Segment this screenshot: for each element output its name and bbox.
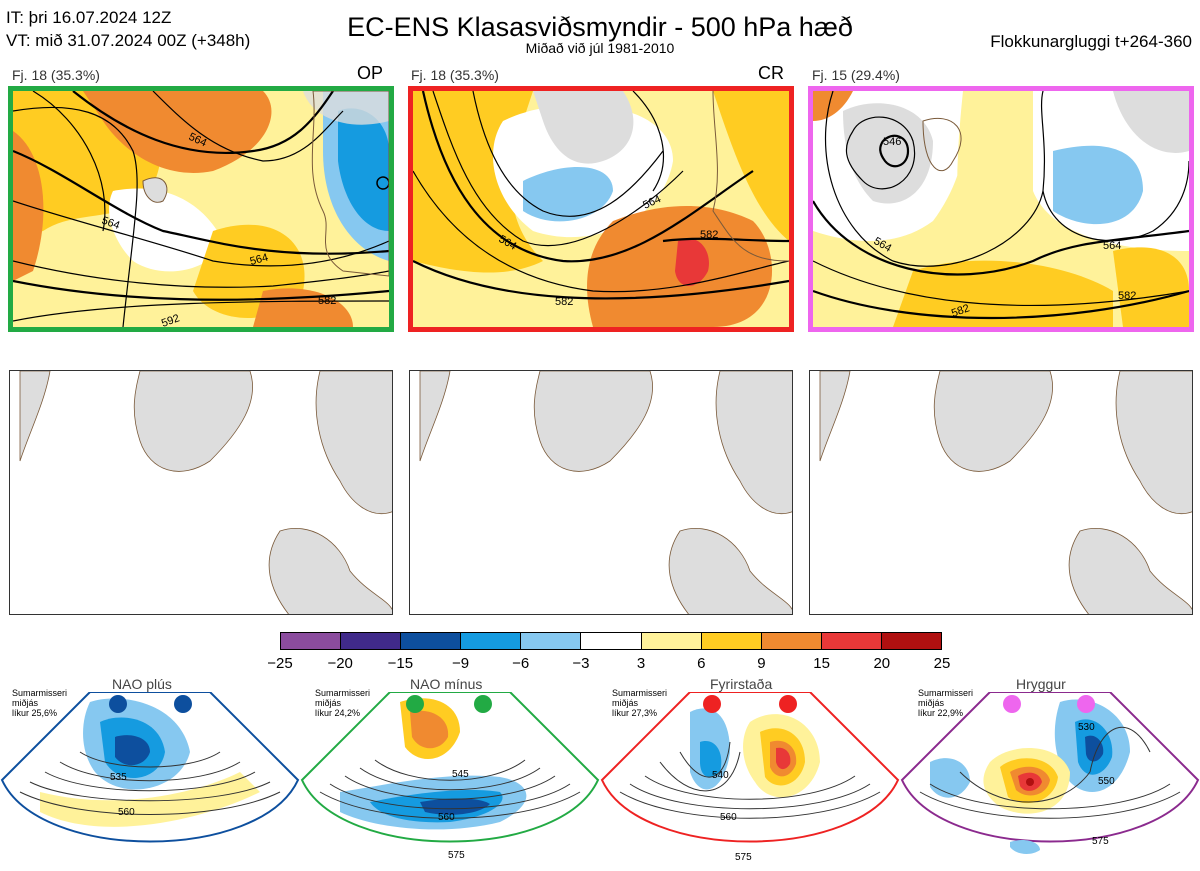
- colorbar-tick-label: 9: [757, 655, 766, 672]
- colorbar: [280, 632, 942, 650]
- regime-4-contour-label: 550: [1098, 776, 1115, 787]
- colorbar-tick-label: −3: [572, 655, 590, 672]
- regime-2-name: NAO mínus: [410, 676, 483, 692]
- colorbar-tick-label: −15: [387, 655, 414, 672]
- regimes-row: Sumarmisseri miðjás líkur 25,6% NAO plús…: [0, 672, 1200, 871]
- colorbar-tick-label: 15: [813, 655, 830, 672]
- regime-4-info: Sumarmisseri miðjás líkur 22,9%: [918, 688, 973, 718]
- regime-3-name: Fyrirstaða: [710, 676, 773, 692]
- cluster-1-tag: OP: [357, 63, 384, 83]
- regime-4-prob: líkur 22,9%: [918, 708, 964, 718]
- cluster-3-contour-label: 546: [883, 136, 901, 148]
- colorbar-segment: [641, 633, 702, 649]
- regime-1-contour-label: 535: [110, 772, 127, 783]
- colorbar-tick-label: 3: [636, 655, 646, 672]
- cluster-2-tag: CR: [758, 63, 784, 83]
- regime-1-mid: miðjás: [12, 698, 39, 708]
- regime-4-fan: 530 550 575: [900, 692, 1200, 854]
- colorbar-tick-label: 25: [933, 655, 951, 672]
- regime-3-fan: 540 560 575: [600, 692, 900, 863]
- colorbar-tick-label: 6: [697, 655, 706, 672]
- empty-map-1: [9, 370, 393, 615]
- cluster-2-label: Fj. 18 (35.3%): [411, 67, 499, 83]
- cluster-1-contour-label: 564: [249, 252, 270, 268]
- regime-4-contour-label: 530: [1078, 722, 1095, 733]
- regime-3-mid: miðjás: [612, 698, 639, 708]
- cluster-3-map[interactable]: 546 564 564 582 582: [808, 86, 1194, 332]
- regime-1-contour-label: 560: [118, 807, 135, 818]
- regime-3-contour-label: 560: [720, 812, 737, 823]
- colorbar-segment: [821, 633, 882, 649]
- regime-4-mid: miðjás: [918, 698, 945, 708]
- regime-1-fan: 535 560: [0, 692, 300, 843]
- regime-4-name: Hryggur: [1016, 676, 1066, 692]
- regime-2-fan: 545 560 575: [300, 692, 600, 861]
- regime-3-info: Sumarmisseri miðjás líkur 27,3%: [612, 688, 667, 718]
- regime-2-contour-label: 560: [438, 812, 455, 823]
- colorbar-segment: [521, 633, 582, 649]
- colorbar-segment: [281, 633, 342, 649]
- cluster-1-label: Fj. 18 (35.3%): [12, 67, 100, 83]
- valid-time: VT: mið 31.07.2024 00Z (+348h): [6, 31, 251, 50]
- colorbar-segment: [461, 633, 522, 649]
- cluster-3-contour-label: 564: [1103, 240, 1121, 252]
- cluster-3-contour-label: 582: [950, 302, 971, 320]
- page-subtitle: Miðað við júl 1981-2010: [525, 40, 675, 56]
- regime-2-info: Sumarmisseri miðjás líkur 24,2%: [315, 688, 370, 718]
- colorbar-segment: [341, 633, 402, 649]
- regime-4-season: Sumarmisseri: [918, 688, 974, 698]
- regime-1-season: Sumarmisseri: [12, 688, 68, 698]
- regime-4-contour-label: 575: [1092, 836, 1109, 847]
- cluster-1-contour-label: 592: [160, 312, 181, 327]
- regime-3-season: Sumarmisseri: [612, 688, 668, 698]
- cluster-1-contour-label: 564: [100, 215, 121, 233]
- regime-3-contour-label: 575: [735, 852, 752, 863]
- regime-3-contour-label: 540: [712, 770, 729, 781]
- colorbar-tick-label: −9: [451, 655, 470, 672]
- regime-2-prob: líkur 24,2%: [315, 708, 361, 718]
- header-info: IT: þri 16.07.2024 12Z VT: mið 31.07.202…: [6, 6, 250, 52]
- regime-1-info: Sumarmisseri miðjás líkur 25,6%: [12, 688, 67, 718]
- colorbar-tick-label: −25: [267, 655, 293, 672]
- regime-2-season: Sumarmisseri: [315, 688, 371, 698]
- regime-1-name: NAO plús: [112, 676, 172, 692]
- regime-1-prob: líkur 25,6%: [12, 708, 58, 718]
- colorbar-tick-label: 20: [873, 655, 891, 672]
- colorbar-segment: [881, 633, 942, 649]
- colorbar-segment: [401, 633, 462, 649]
- initial-time: IT: þri 16.07.2024 12Z: [6, 8, 172, 27]
- cluster-3-label: Fj. 15 (29.4%): [812, 67, 900, 83]
- colorbar-segment: [701, 633, 762, 649]
- empty-map-2: [409, 370, 793, 615]
- cluster-2-contour-label: 582: [700, 229, 718, 241]
- cluster-2-contour-label: 582: [555, 296, 573, 308]
- colorbar-segment: [581, 633, 642, 649]
- colorbar-tick-label: −6: [512, 655, 530, 672]
- regime-2-contour-label: 575: [448, 850, 465, 861]
- colorbar-segment: [761, 633, 822, 649]
- page-title: EC-ENS Klasasviðsmyndir - 500 hPa hæð: [347, 12, 853, 42]
- regime-2-contour-label: 545: [452, 769, 469, 780]
- colorbar-tick-label: −20: [327, 655, 353, 672]
- cluster-3-contour-label: 582: [1118, 290, 1136, 302]
- cluster-2-map[interactable]: 564 564 582 582: [408, 86, 794, 332]
- classification-window: Flokkunargluggi t+264-360: [990, 32, 1192, 51]
- empty-map-3: [809, 370, 1193, 615]
- regime-3-prob: líkur 27,3%: [612, 708, 658, 718]
- cluster-1-contour-label: 582: [318, 295, 336, 307]
- regime-2-mid: miðjás: [315, 698, 342, 708]
- cluster-1-map[interactable]: 564 564 564 582 592: [8, 86, 394, 332]
